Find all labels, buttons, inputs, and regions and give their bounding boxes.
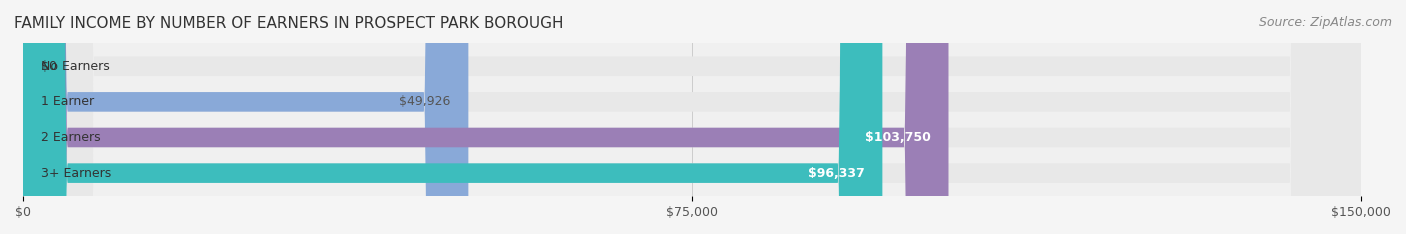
Text: No Earners: No Earners xyxy=(41,60,110,73)
FancyBboxPatch shape xyxy=(22,0,883,234)
FancyBboxPatch shape xyxy=(22,0,949,234)
Text: FAMILY INCOME BY NUMBER OF EARNERS IN PROSPECT PARK BOROUGH: FAMILY INCOME BY NUMBER OF EARNERS IN PR… xyxy=(14,16,564,31)
Text: 2 Earners: 2 Earners xyxy=(41,131,100,144)
Text: $0: $0 xyxy=(41,60,56,73)
Text: 1 Earner: 1 Earner xyxy=(41,95,94,108)
Text: $96,337: $96,337 xyxy=(808,167,865,180)
Text: $49,926: $49,926 xyxy=(399,95,450,108)
FancyBboxPatch shape xyxy=(22,0,1361,234)
Text: 3+ Earners: 3+ Earners xyxy=(41,167,111,180)
Text: $103,750: $103,750 xyxy=(865,131,931,144)
FancyBboxPatch shape xyxy=(22,0,1361,234)
FancyBboxPatch shape xyxy=(22,0,1361,234)
FancyBboxPatch shape xyxy=(22,0,468,234)
Text: Source: ZipAtlas.com: Source: ZipAtlas.com xyxy=(1258,16,1392,29)
FancyBboxPatch shape xyxy=(22,0,1361,234)
